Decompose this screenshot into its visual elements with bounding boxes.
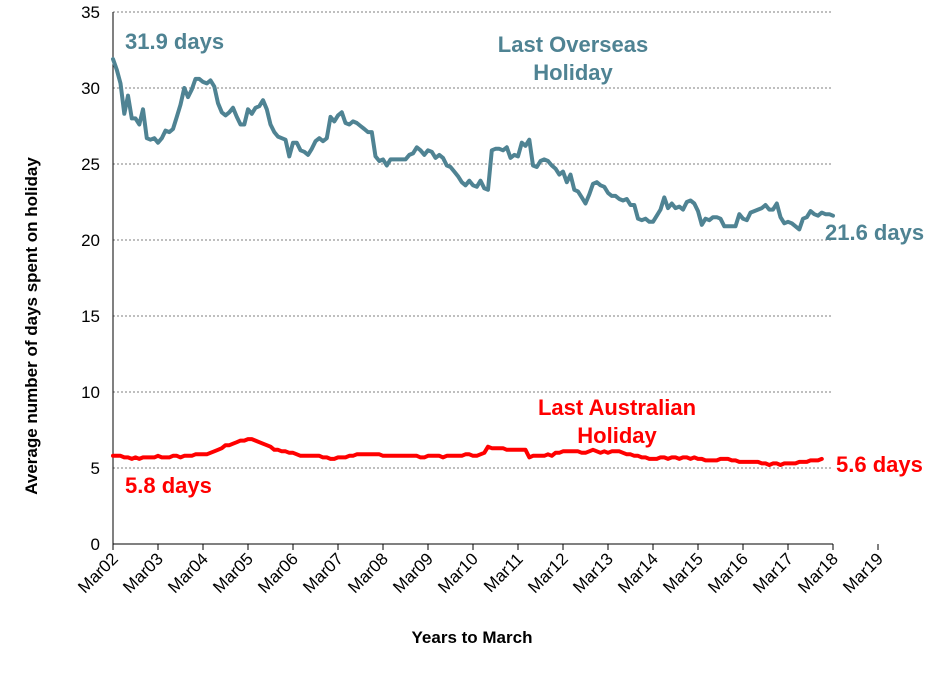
y-tick-label: 15 [81,307,100,326]
x-tick-label: Mar16 [704,549,752,597]
x-tick-labels: Mar02Mar03Mar04Mar05Mar06Mar07Mar08Mar09… [74,549,887,597]
overseas-series-label-line1: Last Overseas [498,32,648,57]
x-tick-label: Mar14 [614,549,662,597]
y-tick-label: 5 [91,459,100,478]
y-tick-label: 0 [91,535,100,554]
x-tick-label: Mar02 [74,549,122,597]
x-tick-label: Mar08 [344,549,392,597]
y-tick-label: 30 [81,79,100,98]
x-tick-label: Mar19 [839,549,887,597]
y-tick-label: 35 [81,3,100,22]
x-tick-label: Mar15 [659,549,707,597]
y-tick-label: 10 [81,383,100,402]
x-tick-label: Mar03 [119,549,167,597]
x-tick-label: Mar18 [794,549,842,597]
overseas-holiday-line [111,57,835,232]
australian-holiday-line [111,437,824,467]
series-lines [111,57,835,467]
x-tick-label: Mar04 [164,549,212,597]
x-tick-label: Mar13 [569,549,617,597]
y-tick-labels: 0 5 10 15 20 25 30 35 [81,3,100,554]
x-tick-label: Mar05 [209,549,257,597]
x-tick-label: Mar07 [299,549,347,597]
australian-series-label-line1: Last Australian [538,395,696,420]
x-tick-label: Mar17 [749,549,797,597]
y-tick-label: 25 [81,155,100,174]
y-tick-label: 20 [81,231,100,250]
overseas-end-value-label: 21.6 days [825,220,924,245]
gridlines [113,11,833,469]
australian-series-label-line2: Holiday [577,423,657,448]
x-tick-label: Mar10 [434,549,482,597]
x-axis-title: Years to March [412,628,533,647]
australian-end-value-label: 5.6 days [836,452,923,477]
annotations: 31.9 days Last Overseas Holiday 21.6 days La… [125,29,924,498]
overseas-start-value-label: 31.9 days [125,29,224,54]
x-tick-label: Mar12 [524,549,572,597]
x-tick-label: Mar09 [389,549,437,597]
y-axis-title: Average number of days spent on holiday [22,157,41,495]
x-tick-label: Mar11 [480,549,527,596]
x-tick-label: Mar06 [254,549,302,597]
axes [112,12,879,550]
overseas-series-label-line2: Holiday [533,60,613,85]
australian-start-value-label: 5.8 days [125,473,212,498]
